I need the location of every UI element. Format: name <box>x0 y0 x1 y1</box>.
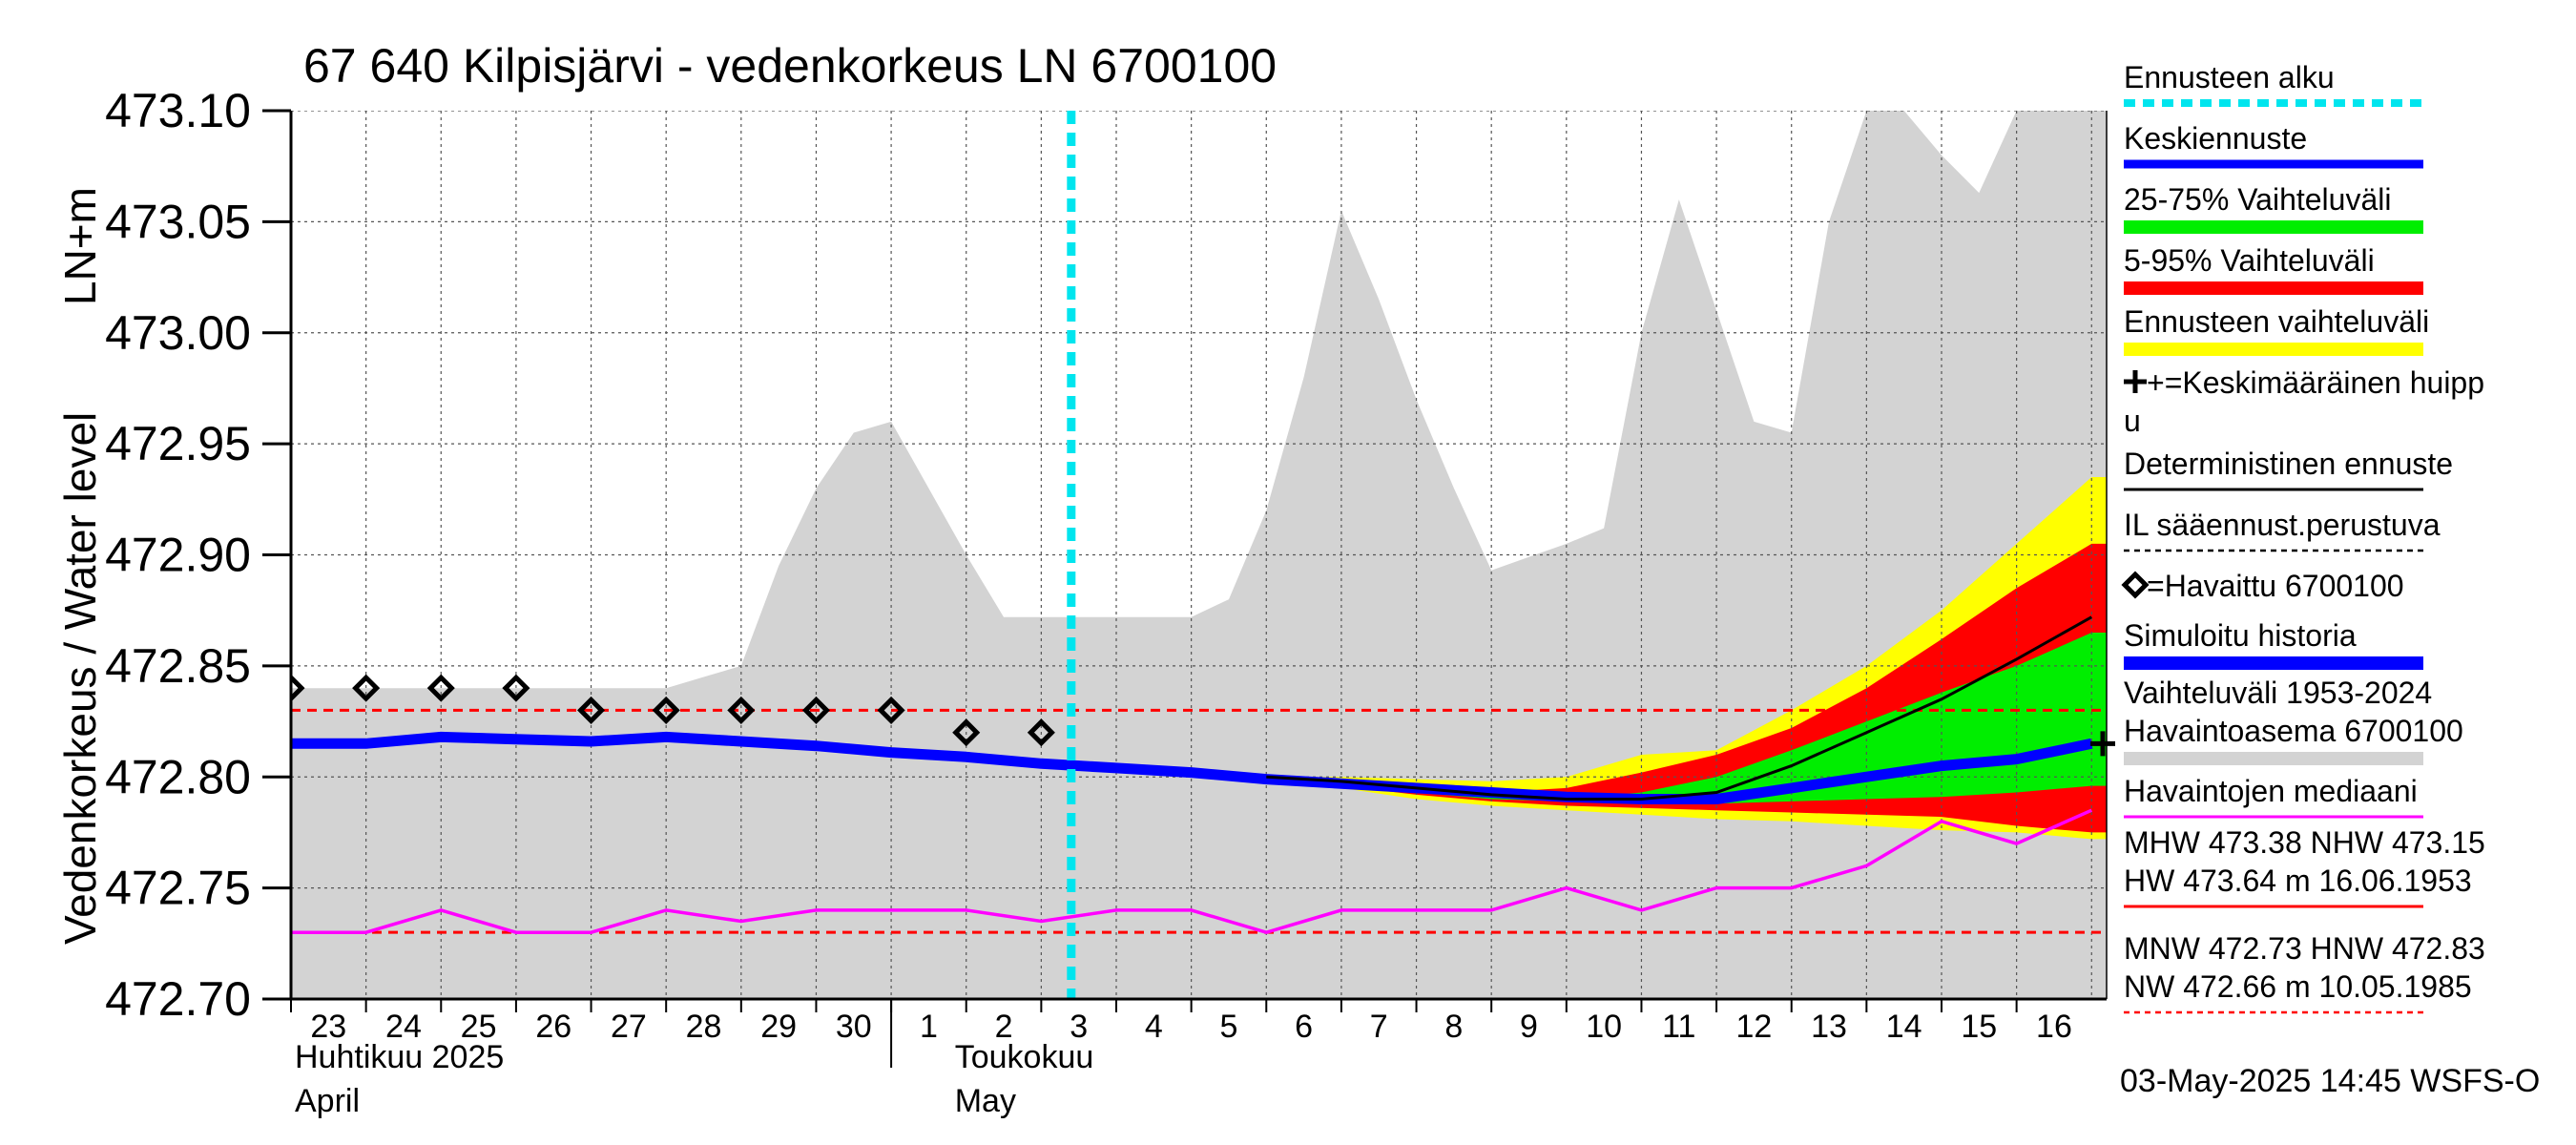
legend-swatch-plus <box>2124 370 2147 393</box>
legend-label: IL sääennust.perustuva <box>2124 508 2441 542</box>
x-day-label: 3 <box>1070 1009 1088 1045</box>
observed-point <box>1027 718 1055 747</box>
legend-label: Havaintojen mediaani <box>2124 774 2418 808</box>
legend-label: Keskiennuste <box>2124 121 2307 156</box>
chart-title: 67 640 Kilpisjärvi - vedenkorkeus LN 670… <box>303 39 1277 93</box>
y-tick-label: 472.80 <box>105 750 251 803</box>
y-tick-label: 473.00 <box>105 306 251 360</box>
observed-point <box>652 696 680 724</box>
y-tick-label: 472.90 <box>105 529 251 582</box>
legend-label: Vaihteluväli 1953-2024 <box>2124 676 2432 710</box>
legend-item: Vaihteluväli 1953-2024 Havaintoasema 670… <box>2124 676 2463 765</box>
legend-label: Deterministinen ennuste <box>2124 447 2453 481</box>
legend-item: Keskiennuste <box>2124 121 2423 169</box>
y-tick-label: 472.70 <box>105 972 251 1026</box>
x-day-label: 7 <box>1370 1009 1388 1045</box>
observed-point <box>352 674 381 702</box>
legend-item: 5-95% Vaihteluväli <box>2124 243 2423 295</box>
observed-point <box>727 696 756 724</box>
legend-item: =Havaittu 6700100 <box>2121 569 2404 603</box>
median-line <box>291 808 2093 935</box>
x-day-label: 23 <box>310 1009 346 1045</box>
observed-point <box>426 674 455 702</box>
observed-point <box>801 696 830 724</box>
legend-item: MHW 473.38 NHW 473.15 HW 473.64 m 16.06.1… <box>2124 825 2485 908</box>
y-axis-unit-label: LN+m <box>55 187 105 305</box>
legend-item: Ennusteen vaihteluväli <box>2124 304 2429 356</box>
x-day-label: 6 <box>1295 1009 1313 1045</box>
x-day-label: 30 <box>836 1009 872 1045</box>
plot-area <box>291 111 2115 999</box>
legend-label: MHW 473.38 NHW 473.15 <box>2124 825 2485 860</box>
legend-label: Ennusteen alku <box>2124 60 2335 94</box>
timestamp: 03-May-2025 14:45 WSFS-O <box>2120 1063 2540 1099</box>
legend-label: +=Keskimääräinen huipp <box>2147 365 2484 400</box>
observed-point <box>502 674 530 702</box>
x-day-label: 13 <box>1811 1009 1847 1045</box>
month-label-en: April <box>295 1083 360 1119</box>
axes: 473.10 473.05 473.00 472.95 472.90 472.85 472.… <box>105 84 2108 1119</box>
x-day-label: 2 <box>995 1009 1013 1045</box>
legend-item: Ennusteen alku <box>2124 60 2423 107</box>
x-day-label: 24 <box>385 1009 422 1045</box>
band-25-75 <box>1266 633 2107 804</box>
legend-label: Ennusteen vaihteluväli <box>2124 304 2429 339</box>
y-tick-label: 472.75 <box>105 862 251 915</box>
legend-item: Havaintojen mediaani <box>2124 774 2423 819</box>
legend-item: IL sääennust.perustuva <box>2124 508 2441 552</box>
legend-item: Deterministinen ennuste <box>2124 447 2453 491</box>
month-label-en: May <box>955 1083 1016 1119</box>
legend-label: 25-75% Vaihteluväli <box>2124 182 2391 217</box>
plot-content <box>291 111 2107 999</box>
month-label-fi: Toukokuu <box>955 1039 1094 1075</box>
x-day-label: 27 <box>611 1009 647 1045</box>
legend-label: =Havaittu 6700100 <box>2147 569 2404 603</box>
legend-item: Simuloitu historia <box>2124 618 2423 670</box>
observed-point <box>577 696 606 724</box>
legend: Ennusteen alku Keskiennuste 25-75% Vaihtel… <box>2121 60 2485 1014</box>
observed-point <box>877 696 905 724</box>
legend-label-line2: u <box>2124 404 2141 438</box>
y-axis-title: LN+m Vedenkorkeus / Water level <box>55 187 105 945</box>
x-day-label: 12 <box>1735 1009 1772 1045</box>
x-day-label: 25 <box>461 1009 497 1045</box>
legend-swatch-diamond <box>2121 571 2150 599</box>
x-day-label: 1 <box>920 1009 938 1045</box>
x-day-label: 14 <box>1886 1009 1922 1045</box>
x-day-label: 29 <box>760 1009 797 1045</box>
x-day-label: 8 <box>1444 1009 1463 1045</box>
x-day-label: 4 <box>1145 1009 1163 1045</box>
grid <box>291 111 2107 999</box>
x-day-label: 11 <box>1662 1009 1695 1045</box>
x-day-label: 28 <box>686 1009 722 1045</box>
legend-label: Simuloitu historia <box>2124 618 2357 653</box>
legend-label: 5-95% Vaihteluväli <box>2124 243 2375 278</box>
x-day-label: 10 <box>1586 1009 1622 1045</box>
x-day-label: 16 <box>2036 1009 2072 1045</box>
x-day-label: 9 <box>1520 1009 1538 1045</box>
x-day-label: 26 <box>535 1009 571 1045</box>
deterministic-forecast-line <box>1266 615 2093 801</box>
average-peak-marker <box>2090 731 2115 757</box>
observed-point <box>291 674 305 702</box>
legend-label-line2: Havaintoasema 6700100 <box>2124 714 2463 748</box>
month-label-fi: Huhtikuu 2025 <box>295 1039 504 1075</box>
y-axis-label: Vedenkorkeus / Water level <box>55 412 105 945</box>
legend-label-line2: NW 472.66 m 10.05.1985 <box>2124 969 2472 1004</box>
y-tick-label: 472.95 <box>105 417 251 470</box>
x-day-label: 5 <box>1219 1009 1237 1045</box>
legend-label-line2: HW 473.64 m 16.06.1953 <box>2124 864 2472 898</box>
y-tick-label: 472.85 <box>105 639 251 693</box>
legend-label: MNW 472.73 HNW 472.83 <box>2124 931 2485 966</box>
observed-point <box>952 718 981 747</box>
y-tick-label: 473.10 <box>105 84 251 137</box>
simulated-history-line <box>291 731 2093 804</box>
y-tick-label: 473.05 <box>105 195 251 248</box>
legend-item: 25-75% Vaihteluväli <box>2124 182 2423 234</box>
x-day-label: 15 <box>1961 1009 1997 1045</box>
